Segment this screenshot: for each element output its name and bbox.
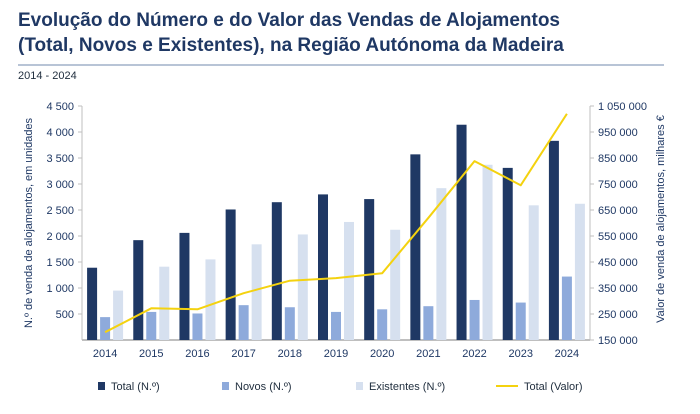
y-tick-label: 4 000 [46,127,74,139]
bar-existentes [482,164,493,340]
bar-novos [469,299,480,340]
bar-total [87,267,98,340]
bar-total [133,240,144,340]
y-right-tick-label: 150 000 [598,335,638,347]
legend-total-swatch [98,382,105,390]
bar-existentes [251,244,262,340]
bar-existentes [297,234,308,340]
bar-total [410,154,421,340]
chart-title-line-2: (Total, Novos e Existentes), na Região A… [18,35,564,56]
y-right-tick-label: 250 000 [598,309,638,321]
bar-total [318,194,328,340]
bar-total [502,167,513,340]
legend-total-valor-label: Total (Valor) [524,381,582,393]
y-tick-label: 1 000 [46,283,74,295]
bar-existentes [344,221,354,340]
y-tick-label: 2 000 [46,231,74,243]
chart-subtitle: 2014 - 2024 [18,70,77,82]
y-right-tick-label: 350 000 [598,283,638,295]
chart-title-line-1: Evolução do Número e do Valor das Vendas… [18,10,560,31]
x-tick-label: 2015 [139,348,163,360]
bar-existentes [436,188,447,340]
bar-novos [238,305,249,340]
y-tick-label: 4 500 [46,101,74,113]
y-tick-label: 500 [56,309,74,321]
x-tick-label: 2024 [555,348,579,360]
y-tick-label: 2 500 [46,205,74,217]
y-right-tick-label: 850 000 [598,153,638,165]
bar-novos [331,311,341,340]
y-tick-label: 3 500 [46,153,74,165]
bar-total [548,140,559,340]
bar-novos [423,306,434,340]
bar-novos [284,307,295,340]
legend-novos-swatch [222,382,229,390]
title-divider [18,64,664,66]
y-right-tick-label: 1 050 000 [598,101,647,113]
chart-title: Evolução do Número e do Valor das Vendas… [18,8,688,58]
bar-total [364,199,375,340]
bar-total [179,232,190,340]
bar-novos [377,309,388,340]
x-tick-label: 2019 [324,348,348,360]
y-right-tick-label: 650 000 [598,205,638,217]
bar-novos [146,311,157,340]
x-tick-label: 2023 [508,348,532,360]
bar-novos [515,302,526,340]
bar-novos [561,276,572,340]
x-tick-label: 2018 [278,348,302,360]
bar-novos [100,317,111,340]
y-right-axis-title: Valor de venda de alojamentos, milhares … [655,115,667,323]
y-tick-label: 1 500 [46,257,74,269]
x-tick-label: 2020 [370,348,394,360]
legend-novos-label: Novos (N.º) [235,381,292,393]
x-tick-label: 2017 [231,348,255,360]
x-tick-label: 2022 [462,348,486,360]
legend-existentes-swatch [356,382,363,390]
bar-existentes [528,205,539,340]
series-line-total-valor [104,113,568,334]
y-right-tick-label: 750 000 [598,179,638,191]
bar-existentes [113,290,124,340]
x-tick-label: 2021 [416,348,440,360]
y-tick-label: 3 000 [46,179,74,191]
legend-total-label: Total (N.º) [111,381,160,393]
y-axis-title: N.º de venda de alojamentos, em unidades [23,117,35,328]
bar-existentes [159,266,170,340]
bar-total [225,209,236,340]
y-right-tick-label: 950 000 [598,127,638,139]
y-right-tick-label: 450 000 [598,257,638,269]
bar-existentes [390,229,401,340]
x-tick-label: 2016 [185,348,209,360]
bar-total [271,202,282,340]
bar-existentes [574,203,585,340]
legend-existentes-label: Existentes (N.º) [369,381,445,393]
bar-novos [192,313,203,340]
x-tick-label: 2014 [93,348,117,360]
y-right-tick-label: 550 000 [598,231,638,243]
bar-existentes [205,259,216,340]
bar-total [456,124,467,340]
